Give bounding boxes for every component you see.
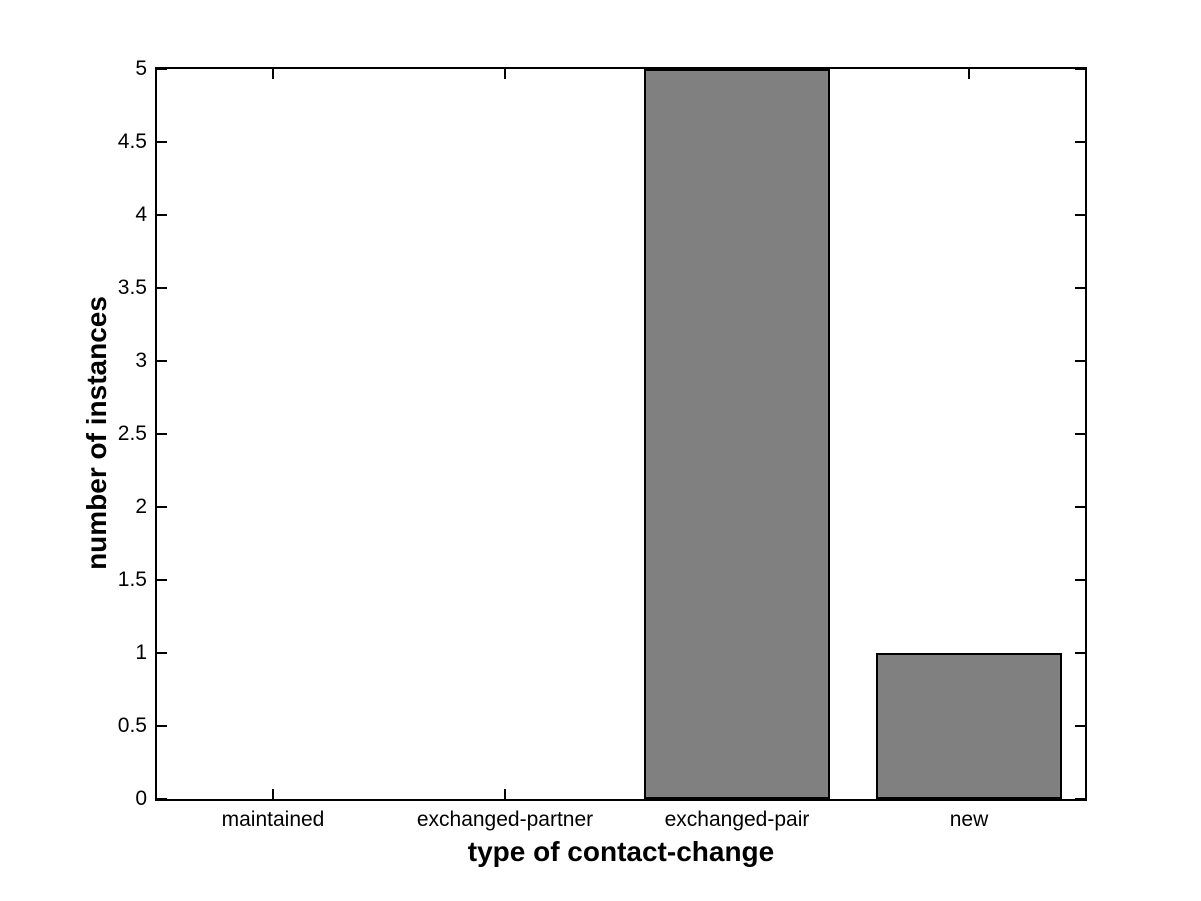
y-tick-label: 4.5 (117, 130, 147, 153)
y-tick-label: 0 (135, 787, 147, 810)
x-tick-top (272, 69, 274, 79)
y-tick-right (1075, 798, 1085, 800)
x-tick-bottom (504, 789, 506, 799)
y-tick-left (157, 652, 167, 654)
y-tick-left (157, 579, 167, 581)
y-tick-label: 1.5 (117, 568, 147, 591)
y-tick-label: 2 (135, 495, 147, 518)
y-tick-left (157, 287, 167, 289)
x-category-label: exchanged-partner (416, 808, 594, 831)
y-tick-label: 1 (135, 641, 147, 664)
bar-new (876, 653, 1062, 799)
y-tick-label: 2.5 (117, 422, 147, 445)
x-axis-label: type of contact-change (467, 836, 775, 867)
y-tick-label: 5 (135, 57, 147, 80)
bar-exchanged-pair (644, 69, 830, 799)
y-tick-left (157, 360, 167, 362)
x-category-label: exchanged-pair (664, 808, 810, 831)
y-tick-left (157, 506, 167, 508)
y-tick-right (1075, 287, 1085, 289)
x-category-label: maintained (221, 808, 325, 831)
x-tick-bottom (272, 789, 274, 799)
x-tick-top (968, 69, 970, 79)
y-tick-right (1075, 141, 1085, 143)
y-tick-label: 4 (135, 203, 147, 226)
y-tick-right (1075, 725, 1085, 727)
y-tick-right (1075, 579, 1085, 581)
y-tick-label: 3.5 (117, 276, 147, 299)
y-tick-right (1075, 68, 1085, 70)
y-tick-left (157, 214, 167, 216)
x-tick-top (504, 69, 506, 79)
y-tick-left (157, 68, 167, 70)
y-tick-label: 0.5 (117, 714, 147, 737)
y-tick-right (1075, 360, 1085, 362)
y-tick-left (157, 798, 167, 800)
y-tick-left (157, 141, 167, 143)
y-tick-right (1075, 652, 1085, 654)
y-tick-right (1075, 433, 1085, 435)
y-tick-label: 3 (135, 349, 147, 372)
y-tick-right (1075, 214, 1085, 216)
plot-area (155, 67, 1087, 801)
y-tick-left (157, 725, 167, 727)
y-tick-right (1075, 506, 1085, 508)
y-tick-left (157, 433, 167, 435)
x-category-label: new (949, 808, 989, 831)
